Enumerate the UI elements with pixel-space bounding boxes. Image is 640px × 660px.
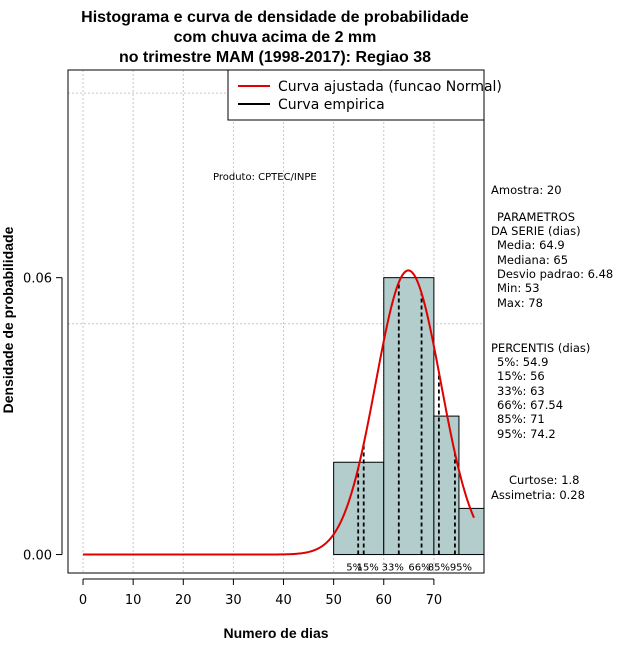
- sample-size: Amostra: 20: [491, 183, 562, 197]
- product-credit: Produto: CPTEC/INPE: [213, 172, 317, 183]
- percentile-label-4: 85%: [428, 563, 450, 574]
- stat-min: Min: 53: [497, 281, 540, 295]
- x-tick-label-1: 10: [125, 593, 142, 608]
- x-tick-label-3: 30: [225, 593, 242, 608]
- x-tick-label-5: 50: [325, 593, 342, 608]
- legend-empirical-label: Curva empirica: [278, 97, 385, 113]
- x-axis: 0 10 20 30 40 50 60 70: [79, 578, 443, 608]
- params-title-1: PARAMETROS: [497, 210, 575, 224]
- x-axis-label: Numero de dias: [223, 625, 328, 641]
- percentile-label-0: 5%: [346, 563, 362, 574]
- histogram-bar-2: [433, 415, 460, 556]
- params-title-2: DA SERIE (dias): [491, 224, 581, 238]
- stat-assimetria: Assimetria: 0.28: [491, 488, 585, 502]
- statistics-panel: Amostra: 20 PARAMETROS DA SERIE (dias) M…: [491, 183, 613, 502]
- y-axis: 0.00 0.06: [23, 272, 63, 564]
- x-tick-label-4: 40: [275, 593, 292, 608]
- percentil-66: 66%: 67.54: [497, 398, 563, 412]
- histogram-bar-1: [383, 277, 435, 556]
- x-tick-label-6: 60: [375, 593, 392, 608]
- histogram-bar-3: [458, 507, 485, 556]
- x-tick-label-2: 20: [175, 593, 192, 608]
- stat-media: Media: 64.9: [497, 238, 565, 252]
- stat-curtose: Curtose: 1.8: [509, 473, 579, 487]
- legend: Curva ajustada (funcao Normal) Curva emp…: [227, 69, 502, 121]
- y-tick-label-1: 0.06: [23, 272, 52, 287]
- x-tick-label-0: 0: [79, 593, 87, 608]
- chart-title-line-3: no trimestre MAM (1998-2017): Regiao 38: [119, 49, 431, 66]
- percentil-15: 15%: 56: [497, 369, 545, 383]
- percentil-95: 95%: 74.2: [497, 427, 556, 441]
- legend-fit-label: Curva ajustada (funcao Normal): [278, 79, 502, 95]
- percentile-label-1: 15%: [357, 563, 379, 574]
- percentile-label-5: 95%: [450, 563, 472, 574]
- percentis-title: PERCENTIS (dias): [491, 341, 590, 355]
- legend-box: [227, 69, 485, 121]
- fitted-normal-curve: [83, 269, 475, 556]
- percentile-label-2: 33%: [382, 563, 404, 574]
- percentil-5: 5%: 54.9: [497, 355, 548, 369]
- chart-title-line-2: com chuva acima de 2 mm: [174, 29, 377, 46]
- percentile-label-3: 66%: [408, 563, 430, 574]
- y-axis-label: Densidade de probabilidade: [0, 226, 16, 413]
- percentil-85: 85%: 71: [497, 412, 545, 426]
- chart-title-line-1: Histograma e curva de densidade de proba…: [81, 9, 469, 26]
- y-tick-label-0: 0.00: [23, 549, 52, 564]
- percentil-33: 33%: 63: [497, 384, 545, 398]
- percentile-lines-layer: 5%15% 33% 66%85% 95%: [346, 282, 472, 574]
- stat-mediana: Mediana: 65: [497, 253, 568, 267]
- x-tick-label-7: 70: [426, 593, 443, 608]
- bars-layer: [333, 277, 485, 556]
- stat-max: Max: 78: [497, 296, 543, 310]
- stat-desvio: Desvio padrao: 6.48: [497, 267, 613, 281]
